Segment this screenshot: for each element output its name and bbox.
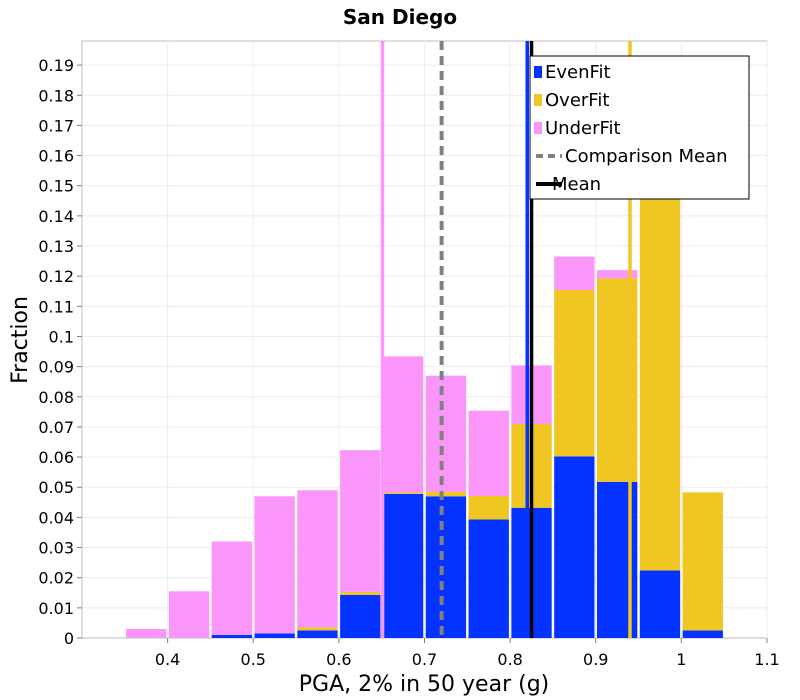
y-tick-label: 0.19 xyxy=(38,56,74,75)
bar-underfit xyxy=(126,628,167,638)
bar-evenfit xyxy=(425,496,467,638)
bar-underfit xyxy=(382,356,424,493)
x-tick-label: 1.1 xyxy=(754,650,779,669)
bar-overfit xyxy=(468,495,509,520)
y-tick-label: 0.09 xyxy=(38,358,74,377)
y-tick-label: 0.15 xyxy=(38,177,74,196)
y-tick-label: 0.07 xyxy=(38,418,74,437)
legend-swatch-underfit xyxy=(534,122,542,134)
legend-box xyxy=(529,55,750,200)
y-tick-label: 0.05 xyxy=(38,478,74,497)
bar-evenfit xyxy=(297,630,338,638)
y-tick-label: 0.12 xyxy=(38,267,74,286)
legend-label-evenfit: EvenFit xyxy=(545,62,611,83)
bar-overfit xyxy=(340,591,381,595)
x-tick-label: 0.6 xyxy=(326,650,351,669)
y-tick-label: 0.18 xyxy=(38,86,74,105)
bar-evenfit xyxy=(340,594,381,638)
y-tick-label: 0.06 xyxy=(38,448,74,467)
legend: EvenFit OverFit UnderFit Comparison Mean Mea… xyxy=(529,55,750,200)
bar-evenfit xyxy=(554,456,595,638)
bar-overfit xyxy=(554,290,595,457)
y-tick-label: 0 xyxy=(64,629,74,648)
bar-underfit xyxy=(597,270,638,279)
bar-underfit xyxy=(468,410,509,496)
bar-overfit xyxy=(297,627,338,631)
y-tick-label: 0.03 xyxy=(38,539,74,558)
chart-title: San Diego xyxy=(343,5,457,29)
x-axis-label: PGA, 2% in 50 year (g) xyxy=(299,672,550,697)
legend-label-overfit: OverFit xyxy=(545,90,609,111)
x-tick-label: 0.4 xyxy=(155,650,180,669)
y-tick-label: 0.01 xyxy=(38,599,74,618)
bar-underfit xyxy=(168,591,210,638)
bar-evenfit xyxy=(254,633,295,638)
x-tick-label: 1 xyxy=(676,650,686,669)
x-axis-ticks: 0.4 0.5 0.6 0.7 0.8 0.9 1 1.1 xyxy=(155,638,780,669)
x-tick-label: 0.9 xyxy=(583,650,608,669)
bar-overfit xyxy=(425,491,467,497)
legend-label-underfit: UnderFit xyxy=(545,118,621,139)
y-tick-label: 0.14 xyxy=(38,207,74,226)
legend-swatch-evenfit xyxy=(534,66,542,78)
bar-evenfit xyxy=(682,630,723,638)
bar-underfit xyxy=(425,375,467,492)
y-tick-label: 0.13 xyxy=(38,237,74,256)
y-axis-label: Fraction xyxy=(8,296,33,384)
y-tick-label: 0.02 xyxy=(38,569,74,588)
bar-overfit xyxy=(382,492,424,494)
bar-evenfit xyxy=(211,634,252,638)
y-tick-label: 0.16 xyxy=(38,147,74,166)
bar-overfit xyxy=(682,492,723,631)
bar-underfit xyxy=(211,541,252,635)
bar-underfit xyxy=(554,256,595,291)
y-tick-label: 0.11 xyxy=(38,297,74,316)
y-axis-ticks: 0 0.01 0.02 0.03 0.04 0.05 0.06 0.07 0.08 0.09 0.1… xyxy=(38,56,82,648)
legend-label-mean: Mean xyxy=(552,174,601,195)
bar-underfit xyxy=(340,450,381,592)
bar-underfit xyxy=(297,490,338,628)
bar-underfit xyxy=(254,496,295,634)
x-tick-label: 0.5 xyxy=(241,650,266,669)
y-tick-label: 0.08 xyxy=(38,388,74,407)
legend-swatch-overfit xyxy=(534,94,542,106)
legend-label-comparison-mean: Comparison Mean xyxy=(565,146,728,167)
bar-overfit xyxy=(639,192,681,571)
y-tick-label: 0.17 xyxy=(38,116,74,135)
x-tick-label: 0.8 xyxy=(497,650,522,669)
x-tick-label: 0.7 xyxy=(412,650,437,669)
bar-evenfit xyxy=(639,570,681,638)
bar-evenfit xyxy=(468,519,509,638)
bar-evenfit xyxy=(382,493,424,638)
y-tick-label: 0.04 xyxy=(38,508,74,527)
y-tick-label: 0.1 xyxy=(49,327,74,346)
